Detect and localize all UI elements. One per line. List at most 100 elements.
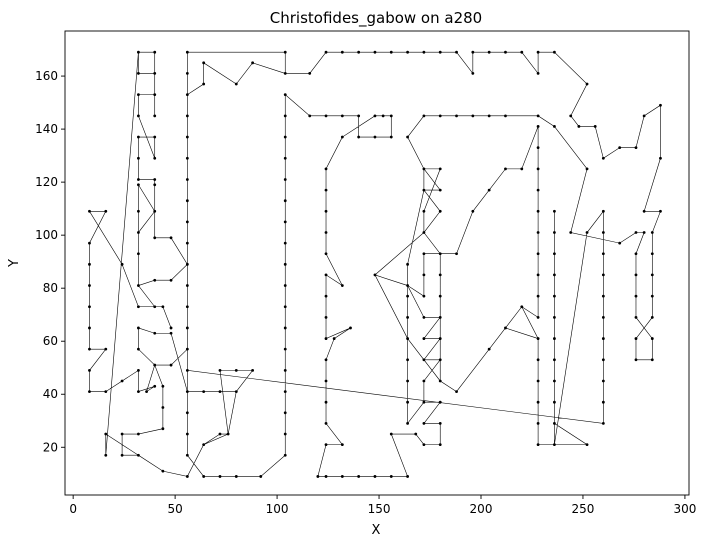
x-tick-label: 50 (167, 502, 182, 516)
city-point (406, 284, 409, 287)
city-point (650, 294, 654, 298)
city-point (487, 347, 491, 351)
city-point (218, 390, 222, 393)
city-point (153, 135, 157, 139)
city-point (153, 114, 157, 118)
city-point (137, 231, 140, 234)
city-point (357, 135, 361, 139)
city-point (324, 167, 328, 171)
city-point (438, 167, 442, 171)
city-point (137, 368, 140, 372)
city-point (185, 411, 189, 415)
city-point (308, 72, 312, 75)
city-point (324, 209, 328, 213)
city-point (438, 400, 442, 404)
city-point (185, 241, 189, 245)
city-point (185, 50, 189, 54)
city-point (487, 188, 491, 192)
city-point (422, 379, 426, 383)
city-point (634, 273, 638, 277)
city-point (153, 72, 157, 75)
city-point (406, 135, 409, 139)
x-tick-label: 250 (572, 502, 595, 516)
city-point (438, 443, 442, 447)
city-point (283, 72, 287, 75)
city-point (251, 61, 255, 65)
city-point (406, 50, 409, 54)
city-point (585, 82, 589, 86)
city-point (536, 315, 540, 319)
city-point (601, 358, 605, 362)
city-point (438, 252, 442, 256)
city-point (137, 453, 140, 457)
city-point (88, 305, 91, 309)
city-point (324, 475, 328, 478)
city-point (218, 368, 222, 372)
city-point (137, 305, 140, 309)
city-point (137, 284, 140, 287)
city-point (634, 337, 638, 340)
city-point (161, 427, 165, 431)
x-tick-label: 200 (470, 502, 493, 516)
city-point (120, 453, 124, 457)
city-point (634, 146, 638, 150)
city-point (634, 315, 638, 319)
city-point (471, 209, 475, 213)
city-point (185, 284, 189, 287)
city-point (308, 114, 312, 118)
city-point (340, 135, 344, 139)
city-point (406, 400, 409, 404)
city-point (324, 379, 328, 383)
city-point (185, 326, 189, 330)
city-point (324, 315, 328, 319)
city-markers (88, 50, 662, 478)
city-point (422, 443, 426, 447)
city-point (283, 135, 287, 139)
y-tick-label: 20 (43, 440, 58, 454)
city-point (650, 273, 654, 277)
city-point (504, 50, 507, 54)
city-point (324, 443, 328, 447)
city-point (553, 252, 556, 256)
city-point (536, 188, 540, 192)
city-point (642, 209, 646, 213)
city-point (137, 135, 140, 139)
city-point (487, 114, 491, 118)
city-point (185, 368, 189, 372)
city-point (283, 178, 287, 181)
city-point (422, 400, 426, 404)
city-point (536, 379, 540, 383)
city-point (520, 167, 524, 171)
city-point (553, 315, 556, 319)
city-point (283, 305, 287, 309)
city-point (104, 432, 108, 436)
city-point (153, 236, 157, 240)
city-point (373, 114, 377, 118)
city-point (185, 305, 189, 309)
city-point (414, 432, 418, 436)
city-point (283, 199, 287, 203)
city-point (104, 390, 108, 393)
city-point (650, 252, 654, 256)
city-point (185, 135, 189, 139)
city-point (618, 146, 622, 150)
city-point (153, 209, 157, 213)
city-point (120, 432, 124, 436)
city-point (373, 475, 377, 478)
city-point (185, 156, 189, 160)
city-point (553, 209, 556, 213)
city-point (357, 114, 361, 118)
city-point (169, 236, 173, 240)
city-point (536, 273, 540, 277)
city-point (536, 114, 540, 118)
city-point (381, 114, 385, 118)
city-point (553, 358, 556, 362)
city-point (553, 379, 556, 383)
city-point (137, 390, 140, 393)
city-point (137, 72, 140, 75)
city-point (438, 337, 442, 340)
city-point (283, 432, 287, 436)
city-point (618, 241, 622, 245)
city-point (406, 262, 409, 266)
city-point (324, 294, 328, 298)
